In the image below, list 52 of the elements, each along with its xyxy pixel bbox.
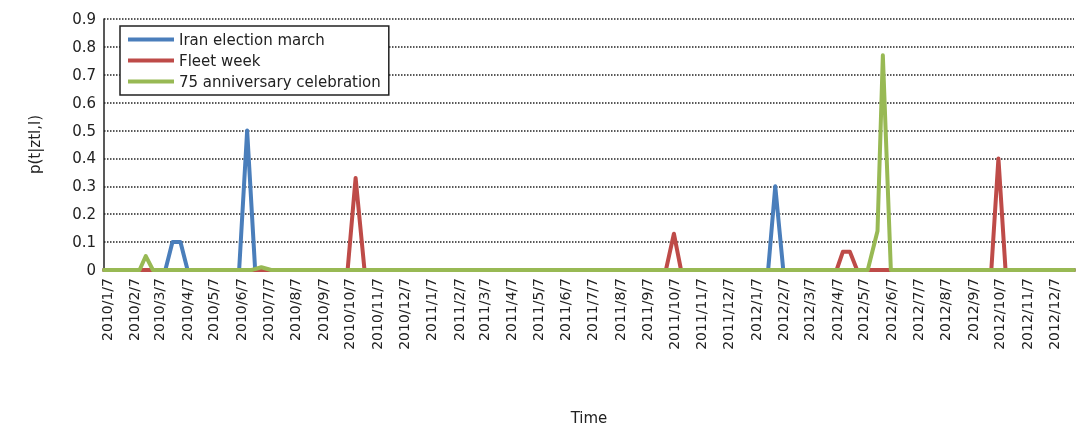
x-tick-label: 2012/11/7: [1018, 278, 1035, 350]
x-tick-label: 2010/4/7: [178, 278, 195, 341]
x-tick-label: 2012/8/7: [937, 278, 954, 341]
x-tick-label: 2011/1/7: [423, 278, 440, 341]
x-tick-label: 2012/7/7: [909, 278, 926, 341]
y-axis-title: p(t|ztl,l): [25, 114, 44, 175]
x-tick-label: 2012/5/7: [855, 278, 872, 341]
y-tick-label: 0.1: [72, 233, 96, 252]
y-tick-label: 0.9: [72, 10, 96, 28]
x-tick-label: 2012/9/7: [964, 278, 981, 341]
y-tick-label: 0.4: [72, 149, 96, 168]
legend-label: Fleet week: [179, 51, 261, 70]
x-tick-label: 2012/3/7: [801, 278, 818, 341]
x-tick-label: 2010/7/7: [259, 278, 276, 341]
x-tick-label: 2010/3/7: [151, 278, 168, 341]
x-tick-label: 2010/1/7: [98, 278, 115, 341]
y-tick-label: 0: [86, 261, 96, 279]
x-tick-label: 2011/2/7: [450, 278, 467, 341]
x-tick-label: 2010/10/7: [341, 278, 358, 350]
x-tick-label: 2012/6/7: [882, 278, 899, 341]
y-tick-label: 0.2: [72, 205, 96, 224]
x-tick-label: 2010/11/7: [368, 278, 385, 350]
x-tick-label: 2010/12/7: [395, 278, 412, 350]
x-tick-label: 2011/7/7: [584, 278, 601, 341]
x-tick-label: 2010/2/7: [126, 278, 143, 341]
x-tick-label: 2010/5/7: [205, 278, 222, 341]
y-tick-label: 0.5: [72, 121, 96, 140]
x-tick-label: 2011/6/7: [557, 278, 574, 341]
x-tick-label: 2011/12/7: [720, 278, 737, 350]
y-tick-label: 0.6: [72, 93, 96, 112]
x-tick-label: 2010/9/7: [314, 278, 331, 341]
y-tick-label: 0.3: [72, 177, 96, 196]
x-tick-label: 2011/5/7: [529, 278, 546, 341]
x-tick-label: 2012/12/7: [1045, 278, 1062, 350]
y-tick-label: 0.7: [72, 65, 96, 84]
x-tick-label: 2011/3/7: [475, 278, 492, 341]
x-tick-label: 2011/11/7: [693, 278, 710, 350]
x-tick-label: 2012/2/7: [775, 278, 792, 341]
line-series: [102, 53, 1076, 272]
x-tick-label: 2010/8/7: [287, 278, 304, 341]
x-tick-label: 2012/1/7: [747, 278, 764, 341]
x-tick-label: 2012/10/7: [991, 278, 1008, 350]
x-tick-label: 2011/4/7: [503, 278, 520, 341]
x-tick-label: 2011/9/7: [639, 278, 656, 341]
x-axis-title: Time: [569, 408, 608, 427]
legend-label: Iran election march: [179, 30, 325, 49]
x-tick-label: 2012/4/7: [828, 278, 845, 341]
x-tick-label: 2010/6/7: [232, 278, 249, 341]
legend-label: 75 anniversary celebration: [179, 72, 381, 91]
x-tick-label: 2011/10/7: [665, 278, 682, 350]
y-tick-label: 0.8: [72, 37, 96, 56]
x-tick-label: 2011/8/7: [611, 278, 628, 341]
